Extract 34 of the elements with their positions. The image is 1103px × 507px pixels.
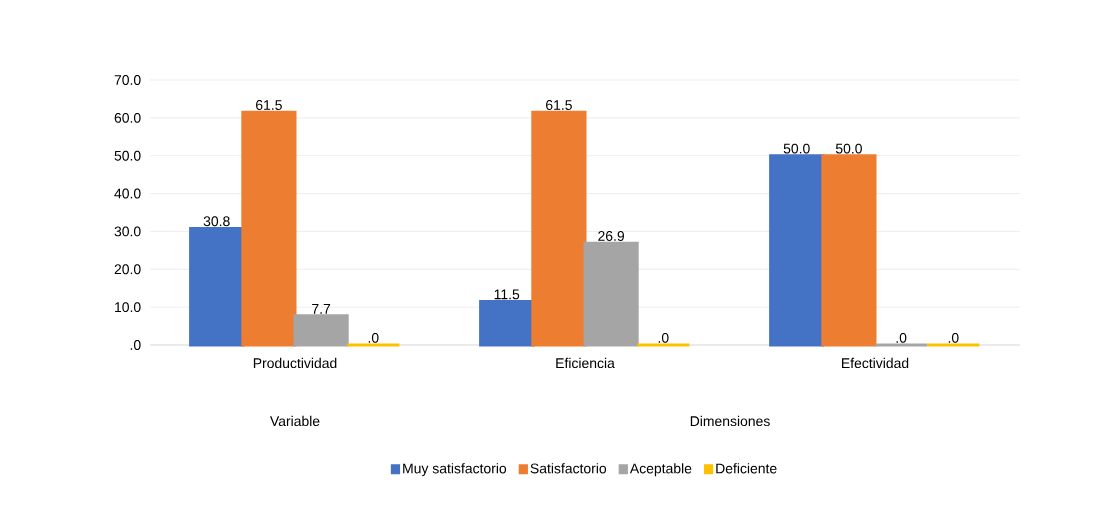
legend-label: Satisfactorio [530, 463, 607, 474]
y-tick-label: .0 [130, 340, 141, 350]
bar [293, 314, 349, 347]
y-tick-label: 50.0 [114, 150, 141, 161]
data-label: .0 [368, 332, 379, 343]
y-tick-label: 60.0 [114, 112, 141, 123]
bar [241, 110, 297, 347]
text: Dimensiones [690, 415, 770, 427]
data-label: .0 [896, 332, 907, 343]
data-label: 61.5 [256, 100, 282, 110]
data-label: 61.5 [546, 100, 572, 110]
x-tick-label: Productividad [253, 357, 337, 369]
data-label: 50.0 [835, 143, 862, 154]
bar [821, 154, 877, 347]
y-tick-label: 70.0 [114, 75, 141, 85]
x-tick-label: Eficiencia [556, 357, 615, 369]
legend-label: Aceptable [629, 463, 692, 477]
bar [531, 110, 587, 347]
y-tick-label: 20.0 [114, 264, 141, 275]
y-tick-label: 10.0 [115, 302, 141, 313]
data-label: 30.8 [203, 216, 230, 227]
y-tick-label: 40.0 [114, 188, 141, 199]
y-tick-label: 30.0 [114, 226, 141, 237]
legend-label: Muy satisfactorio [403, 463, 507, 477]
data-label: .0 [658, 332, 669, 343]
data-label: 11.5 [494, 289, 520, 300]
legend-label: Deficiente [716, 463, 777, 474]
data-label: 26.9 [598, 231, 625, 241]
data-label: .0 [948, 332, 959, 343]
bar [583, 241, 639, 347]
data-label: 7.7 [312, 304, 331, 314]
x-tick-label: Efectividad [842, 357, 909, 369]
text: Variable [270, 415, 320, 427]
data-label: 50.0 [783, 143, 810, 154]
